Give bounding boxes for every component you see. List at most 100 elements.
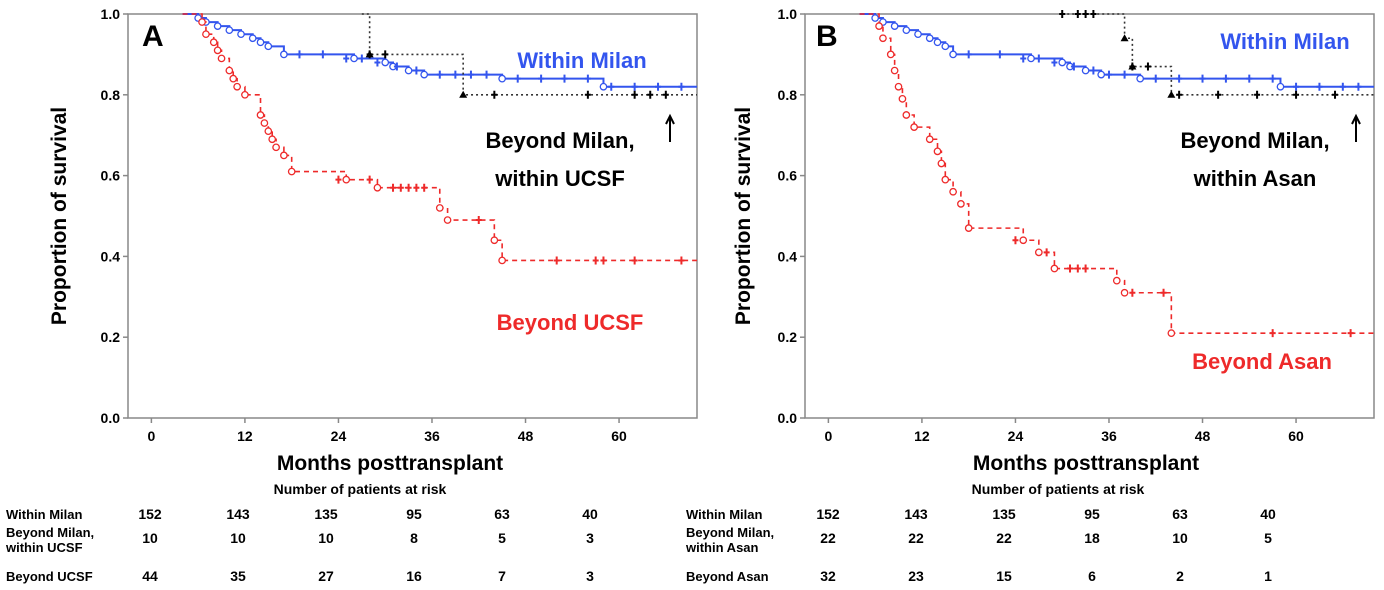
censor-mark — [1293, 82, 1300, 91]
at-risk-value: 7 — [498, 568, 506, 584]
x-tick-label: 48 — [518, 428, 534, 444]
censor-mark — [421, 183, 428, 192]
event-marker — [202, 30, 210, 39]
event-marker — [902, 26, 911, 35]
event-marker — [925, 135, 934, 144]
censor-mark — [553, 256, 560, 265]
censor-mark — [452, 70, 459, 79]
censor-mark — [662, 90, 669, 99]
censor-mark — [1090, 66, 1097, 75]
event-marker — [910, 123, 918, 131]
event-marker — [1167, 329, 1176, 338]
at-risk-value: 95 — [406, 506, 422, 522]
censor-mark — [436, 70, 443, 79]
event-marker — [280, 50, 288, 59]
series-0 — [182, 13, 697, 91]
at-risk-value: 35 — [230, 568, 246, 584]
y-tick-label: 0.4 — [778, 248, 798, 264]
x-tick-label: 12 — [914, 428, 930, 444]
at-risk-value: 2 — [1176, 568, 1184, 584]
series-label-beyond-milan-line2: within Asan — [1193, 166, 1317, 191]
censor-mark — [393, 62, 400, 71]
event-marker — [459, 90, 468, 98]
event-marker — [264, 42, 273, 51]
at-risk-value: 6 — [1088, 568, 1096, 584]
x-tick-label: 48 — [1195, 428, 1211, 444]
series-label-beyond-milan: Beyond Milan, — [485, 128, 634, 153]
plot-frame — [127, 13, 698, 419]
series-label-beyond-milan: Beyond Milan, — [1180, 128, 1329, 153]
censor-mark — [413, 66, 420, 75]
y-tick-label: 1.0 — [778, 6, 798, 22]
event-marker — [248, 34, 257, 43]
censor-mark — [1070, 62, 1077, 71]
censor-mark — [1074, 264, 1081, 273]
at-risk-value: 23 — [908, 568, 924, 584]
censor-mark — [1144, 62, 1151, 71]
event-marker — [350, 54, 358, 63]
at-risk-value: 143 — [226, 506, 250, 522]
censor-mark — [405, 183, 412, 192]
censor-mark — [358, 54, 365, 63]
censor-mark — [374, 58, 381, 67]
event-marker — [1058, 58, 1067, 67]
censor-mark — [1269, 74, 1276, 83]
censor-mark — [1254, 90, 1261, 99]
at-risk-value: 22 — [908, 530, 924, 546]
pointer-arrow-icon — [1351, 113, 1361, 142]
censor-mark — [483, 70, 490, 79]
censor-mark — [1043, 248, 1050, 257]
censor-mark — [413, 183, 420, 192]
at-risk-value: 5 — [498, 530, 506, 546]
event-marker — [1120, 288, 1129, 297]
series-2 — [182, 13, 697, 265]
censor-mark — [1269, 329, 1276, 338]
at-risk-value: 63 — [494, 506, 510, 522]
censor-mark — [1246, 74, 1253, 83]
at-risk-row-label: Beyond Milan, — [686, 525, 774, 540]
event-marker — [1027, 54, 1035, 63]
censor-mark — [965, 50, 972, 59]
x-tick-label: 24 — [1008, 428, 1024, 444]
at-risk-value: 152 — [816, 506, 840, 522]
event-marker — [902, 111, 911, 119]
event-marker — [599, 82, 608, 91]
at-risk-value: 10 — [142, 530, 158, 546]
at-risk-value: 22 — [996, 530, 1012, 546]
at-risk-row-label: Beyond Asan — [686, 569, 769, 584]
censor-mark — [319, 50, 326, 59]
censor-mark — [1067, 264, 1074, 273]
at-risk-value: 152 — [138, 506, 162, 522]
censor-mark — [467, 70, 474, 79]
y-tick-label: 0.2 — [101, 329, 121, 345]
censor-mark — [514, 74, 521, 83]
y-tick-label: 0.6 — [101, 168, 121, 184]
event-marker — [1050, 264, 1059, 273]
censor-mark — [600, 256, 607, 265]
censor-mark — [538, 74, 545, 83]
censor-mark — [631, 90, 638, 99]
censor-mark — [1355, 82, 1362, 91]
at-risk-row-label-line2: within Asan — [685, 540, 759, 555]
censor-mark — [1051, 58, 1058, 67]
event-marker — [1112, 276, 1121, 285]
censor-mark — [1347, 329, 1354, 338]
at-risk-table: Number of patients at risk Within Milan 15… — [5, 481, 598, 584]
at-risk-caption: Number of patients at risk — [972, 481, 1145, 497]
censor-mark — [996, 50, 1003, 59]
y-tick-label: 0.8 — [778, 87, 798, 103]
series-label-within-milan: Within Milan — [517, 48, 646, 73]
y-tick-label: 0.6 — [778, 168, 798, 184]
at-risk-value: 27 — [318, 568, 334, 584]
event-marker — [871, 14, 880, 22]
survival-curve — [1062, 13, 1374, 96]
panel-b: 0.00.20.40.60.81.00 12 24 36 48 60Proportion … — [685, 6, 1375, 584]
censor-mark — [335, 175, 342, 184]
censor-mark — [561, 74, 568, 83]
event-marker — [256, 111, 265, 119]
event-marker — [1276, 82, 1285, 91]
event-marker — [225, 66, 234, 75]
censor-mark — [475, 216, 482, 225]
event-marker — [233, 82, 241, 91]
at-risk-value: 22 — [820, 530, 836, 546]
